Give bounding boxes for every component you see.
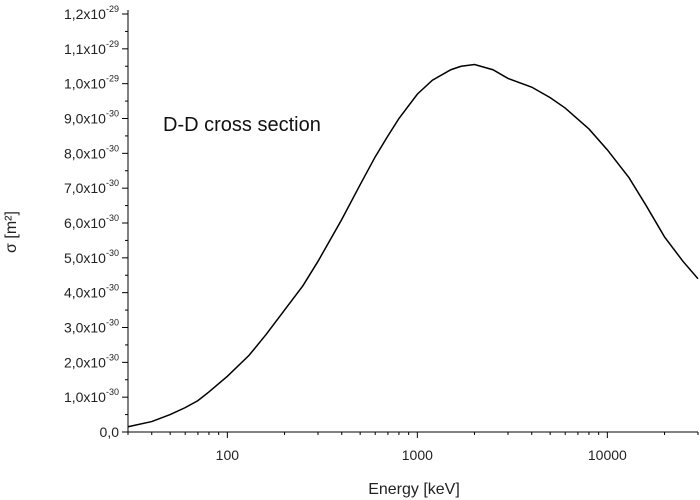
y-axis-ticks: 0,01,0x10-302,0x10-303,0x10-304,0x10-305… [64,4,128,440]
y-tick-exponent: -30 [106,109,119,119]
y-tick-mantissa: 8,0x10 [64,145,106,161]
y-tick-mantissa: 6,0x10 [64,215,106,231]
y-tick-exponent: -30 [106,213,119,223]
y-tick-exponent: -29 [106,4,119,14]
y-tick-label: 3,0x10-30 [64,318,119,336]
y-tick-mantissa: 0,0 [100,424,120,440]
x-tick-label: 10000 [588,447,627,463]
y-tick-mantissa: 3,0x10 [64,320,106,336]
y-tick-mantissa: 5,0x10 [64,250,106,266]
y-tick-exponent: -30 [106,318,119,328]
x-axis-title: Energy [keV] [368,481,460,498]
y-tick-label: 5,0x10-30 [64,248,119,266]
x-tick-label: 1000 [402,447,433,463]
y-tick-label: 6,0x10-30 [64,213,119,231]
y-tick-mantissa: 1,1x10 [64,41,106,57]
y-tick-mantissa: 9,0x10 [64,111,106,127]
y-tick-label: 1,0x10-30 [64,387,119,405]
x-tick-label: 100 [216,447,240,463]
y-tick-mantissa: 1,2x10 [64,6,106,22]
y-tick-mantissa: 7,0x10 [64,180,106,196]
y-tick-label: 2,0x10-30 [64,352,119,370]
y-tick-exponent: -30 [106,387,119,397]
y-tick-label: 7,0x10-30 [64,178,119,196]
y-tick-exponent: -30 [106,283,119,293]
y-tick-mantissa: 1,0x10 [64,389,106,405]
y-tick-exponent: -30 [106,143,119,153]
y-tick-label: 0,0 [100,424,120,440]
y-tick-label: 8,0x10-30 [64,143,119,161]
y-tick-exponent: -30 [106,248,119,258]
y-tick-exponent: -30 [106,178,119,188]
y-tick-exponent: -29 [106,39,119,49]
y-tick-label: 1,2x10-29 [64,4,119,22]
y-tick-label: 4,0x10-30 [64,283,119,301]
y-tick-label: 9,0x10-30 [64,109,119,127]
x-axis-ticks: 100 1000 10000 [127,432,699,463]
y-tick-mantissa: 2,0x10 [64,354,106,370]
y-tick-exponent: -30 [106,352,119,362]
chart-annotation: D-D cross section [163,114,321,136]
y-axis-title: σ [m²] [3,211,20,253]
y-tick-label: 1,1x10-29 [64,39,119,57]
series-line-dd-cross-section [127,63,699,428]
y-tick-mantissa: 4,0x10 [64,285,106,301]
y-tick-exponent: -29 [106,74,119,84]
y-tick-mantissa: 1,0x10 [64,76,106,92]
y-tick-label: 1,0x10-29 [64,74,119,92]
